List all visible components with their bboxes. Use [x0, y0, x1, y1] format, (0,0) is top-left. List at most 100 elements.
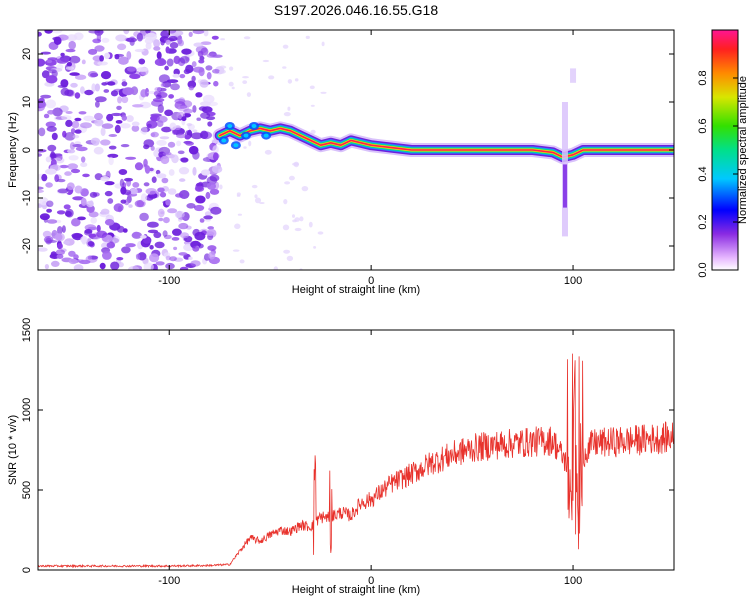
noise-blob: [118, 56, 129, 65]
noise-blob: [194, 231, 206, 241]
noise-blob: [74, 117, 82, 122]
noise-blob: [206, 231, 215, 236]
noise-blob: [136, 67, 149, 72]
noise-blob: [46, 219, 58, 224]
noise-blob: [242, 76, 249, 79]
noise-blob: [180, 157, 189, 163]
noise-blob: [164, 65, 169, 71]
noise-blob: [104, 190, 113, 197]
noise-blob: [175, 193, 184, 198]
noise-blob: [198, 67, 205, 77]
y-tick-label: 1500: [21, 318, 33, 342]
noise-blob: [220, 38, 226, 41]
noise-blob: [69, 72, 80, 76]
noise-blob: [198, 59, 205, 64]
noise-blob: [165, 262, 175, 270]
x-tick-label: 100: [564, 575, 582, 587]
noise-blob: [197, 50, 204, 57]
spectrogram-x-label: Height of straight line (km): [292, 284, 420, 296]
noise-blob: [208, 251, 216, 260]
noise-blob: [185, 141, 194, 146]
noise-blob: [68, 258, 78, 265]
noise-blob: [190, 260, 201, 267]
noise-blob: [248, 140, 252, 147]
noise-blob: [149, 190, 156, 195]
noise-blob: [192, 150, 200, 160]
noise-blob: [251, 184, 258, 189]
noise-blob: [165, 46, 170, 54]
noise-blob: [154, 87, 162, 92]
noise-blob: [67, 149, 76, 154]
noise-blob: [172, 228, 182, 236]
noise-blob: [121, 115, 128, 121]
noise-blob: [51, 30, 63, 34]
noise-blob: [191, 75, 196, 82]
noise-blob: [308, 221, 313, 228]
noise-blob: [115, 120, 123, 124]
noise-blob: [117, 96, 122, 104]
y-tick-label: 1000: [21, 398, 33, 422]
noise-blob: [74, 141, 81, 145]
noise-blob: [101, 82, 108, 86]
noise-blob: [146, 123, 152, 128]
noise-blob: [45, 168, 57, 175]
noise-blob: [206, 53, 218, 58]
noise-blob: [96, 33, 102, 42]
noise-blob: [72, 196, 84, 201]
noise-blob: [167, 188, 177, 195]
noise-blob: [195, 92, 203, 98]
noise-blob: [179, 56, 190, 64]
spectrogram-ridge-layer: [212, 68, 674, 237]
noise-blob: [84, 89, 94, 96]
noise-blob: [218, 69, 226, 74]
noise-blob: [157, 208, 165, 218]
noise-blob: [254, 194, 258, 199]
noise-blob: [159, 191, 167, 198]
noise-blob: [56, 254, 64, 259]
noise-blob: [80, 122, 92, 129]
snr-y-label: SNR (10 * v/v): [7, 415, 19, 485]
noise-blob: [184, 134, 191, 140]
noise-blob: [41, 173, 48, 182]
noise-blob: [145, 42, 152, 50]
noise-blob: [177, 150, 185, 155]
noise-blob: [106, 113, 114, 122]
noise-blob: [132, 182, 140, 188]
noise-blob: [157, 104, 164, 113]
noise-blob: [165, 39, 171, 45]
x-tick-label: -100: [158, 275, 180, 287]
noise-blob: [64, 132, 76, 141]
noise-blob: [313, 246, 317, 249]
noise-blob: [158, 217, 164, 222]
noise-blob: [89, 255, 99, 260]
noise-blob: [81, 156, 86, 163]
noise-blob: [171, 154, 179, 164]
noise-blob: [42, 230, 52, 238]
noise-blob: [262, 59, 270, 63]
noise-blob: [166, 58, 174, 67]
noise-blob: [38, 127, 46, 137]
noise-blob: [94, 45, 105, 52]
ridge-turbulence-core: [227, 124, 233, 128]
noise-blob: [40, 51, 51, 55]
noise-blob: [87, 71, 98, 78]
noise-blob: [96, 119, 104, 125]
noise-blob: [64, 210, 72, 217]
noise-blob: [144, 165, 151, 174]
noise-blob: [80, 235, 88, 244]
noise-blob: [195, 195, 206, 204]
noise-blob: [66, 62, 72, 67]
noise-blob: [149, 253, 160, 263]
colorbar-ticks: 0.0 0.2 0.4 0.6 0.8: [697, 70, 738, 278]
noise-blob: [168, 35, 178, 42]
noise-blob: [44, 30, 53, 34]
noise-blob: [104, 52, 111, 59]
noise-blob: [180, 232, 189, 239]
noise-blob: [211, 35, 219, 40]
noise-blob: [186, 123, 192, 127]
noise-blob: [254, 197, 262, 204]
noise-blob: [232, 249, 240, 252]
noise-blob: [205, 191, 211, 200]
colorbar-label: Normalized spectral amplitude: [737, 76, 749, 224]
noise-blob: [127, 66, 136, 72]
